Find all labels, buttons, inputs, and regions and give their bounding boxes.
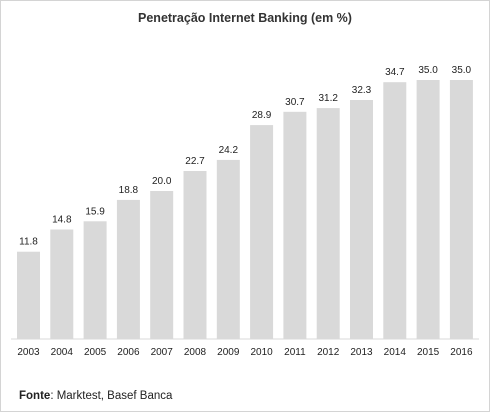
- value-label-2004: 14.8: [52, 215, 72, 226]
- source-text: : Marktest, Basef Banca: [50, 390, 173, 402]
- x-tick-2016: 2016: [450, 347, 473, 358]
- x-tick-2005: 2005: [84, 347, 107, 358]
- bar-2016: [449, 80, 473, 339]
- x-tick-2007: 2007: [151, 347, 174, 358]
- x-tick-2015: 2015: [417, 347, 440, 358]
- value-label-2005: 15.9: [85, 206, 105, 217]
- value-label-2009: 24.2: [219, 145, 239, 156]
- bar-2013: [350, 100, 373, 339]
- value-label-2006: 18.8: [119, 185, 139, 196]
- x-tick-2012: 2012: [317, 347, 340, 358]
- x-tick-2006: 2006: [117, 347, 140, 358]
- x-tick-2009: 2009: [217, 347, 240, 358]
- bar-2011: [283, 111, 307, 339]
- x-tick-2003: 2003: [17, 347, 40, 358]
- bar-2015: [416, 80, 440, 339]
- source-note: Fonte: Marktest, Basef Banca: [19, 390, 172, 402]
- x-tick-2004: 2004: [51, 347, 74, 358]
- bar-2008: [183, 171, 207, 339]
- value-label-2013: 32.3: [352, 85, 372, 96]
- bar-2006: [116, 199, 140, 339]
- x-tick-2010: 2010: [250, 347, 273, 358]
- bar-2004: [50, 229, 74, 339]
- bar-2014: [383, 82, 407, 339]
- bar-2005: [83, 221, 107, 339]
- x-tick-2008: 2008: [184, 347, 207, 358]
- value-label-2015: 35.0: [418, 65, 438, 76]
- value-label-2010: 28.9: [252, 110, 272, 121]
- bar-2012: [316, 108, 340, 339]
- value-label-2008: 22.7: [185, 156, 205, 167]
- chart-title: Penetração Internet Banking (em %): [138, 11, 352, 25]
- bar-2010: [250, 125, 274, 339]
- bar-2007: [150, 191, 174, 339]
- value-label-2011: 30.7: [285, 97, 305, 108]
- source-label: Fonte: [19, 390, 51, 402]
- bar-2003: [17, 251, 40, 339]
- value-label-2016: 35.0: [452, 65, 472, 76]
- value-label-2003: 11.8: [19, 237, 38, 248]
- bar-2009: [216, 159, 240, 339]
- value-label-2012: 31.2: [318, 93, 338, 104]
- value-label-2007: 20.0: [152, 176, 172, 187]
- x-tick-2014: 2014: [384, 347, 407, 358]
- x-tick-2013: 2013: [350, 347, 373, 358]
- value-label-2014: 34.7: [385, 67, 405, 78]
- x-tick-2011: 2011: [284, 347, 306, 358]
